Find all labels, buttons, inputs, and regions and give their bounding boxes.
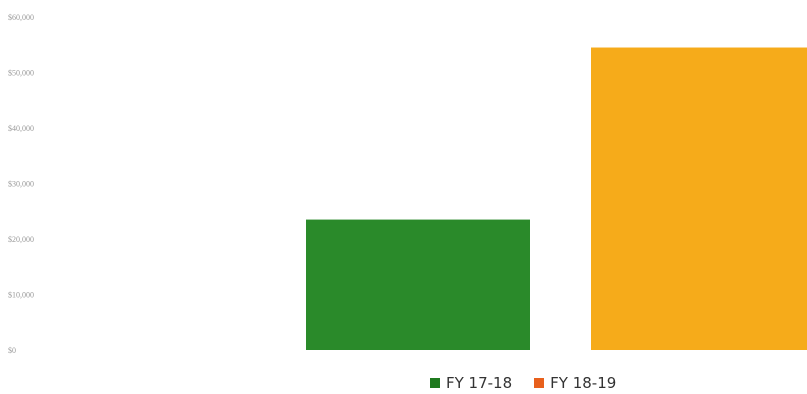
bar-fy-17-18 [306, 219, 530, 350]
chart-legend: FY 17-18 FY 18-19 [430, 372, 616, 394]
legend-item-fy-17-18: FY 17-18 [430, 374, 512, 392]
bar-fy-18-19 [591, 47, 807, 351]
y-tick-label: $20,000 [8, 235, 34, 244]
y-tick-label: $0 [8, 346, 16, 355]
legend-swatch [534, 378, 545, 388]
y-tick-label: $60,000 [8, 13, 34, 22]
legend-label: FY 17-18 [446, 374, 513, 392]
y-tick-label: $40,000 [8, 124, 34, 133]
y-tick-label: $10,000 [8, 291, 34, 300]
legend-swatch [430, 378, 440, 388]
y-tick-label: $50,000 [8, 69, 34, 78]
y-tick-label: $30,000 [8, 180, 34, 189]
legend-label: FY 18-19 [550, 374, 617, 392]
legend-item-fy-18-19: FY 18-19 [534, 374, 616, 392]
